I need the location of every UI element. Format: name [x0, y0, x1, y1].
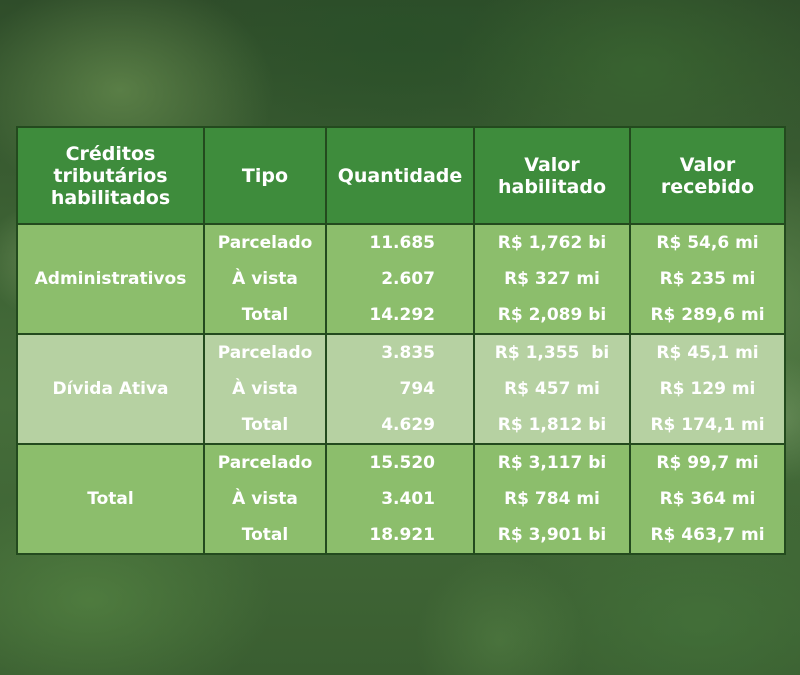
- cell-quantidade: 4.629: [325, 407, 475, 445]
- cell-valor-habilitado: R$ 3,901 bi: [473, 517, 631, 555]
- header-quantidade: Quantidade: [325, 126, 475, 225]
- cell-tipo: Total: [203, 407, 327, 445]
- cell-valor-recebido: R$ 45,1 mi: [629, 333, 786, 371]
- header-row: Créditos tributários habilitados Tipo Qu…: [16, 126, 786, 225]
- table-row: À vista 3.401 R$ 784 mi R$ 364 mi: [17, 481, 786, 517]
- cell-quantidade: 14.292: [325, 297, 475, 335]
- cell-valor-habilitado: R$ 2,089 bi: [473, 297, 631, 335]
- cell-quantidade: 2.607: [325, 261, 475, 297]
- cell-tipo: Parcelado: [203, 333, 327, 371]
- header-valor-habilitado: Valor habilitado: [473, 126, 631, 225]
- table-row: À vista 794 R$ 457 mi R$ 129 mi: [17, 371, 786, 407]
- cell-valor-habilitado: R$ 457 mi: [473, 371, 631, 407]
- cell-tipo: À vista: [203, 481, 327, 517]
- cell-tipo: Total: [203, 297, 327, 335]
- cell-valor-recebido: R$ 174,1 mi: [629, 407, 786, 445]
- cell-valor-habilitado: R$ 3,117 bi: [473, 443, 631, 481]
- cell-valor-recebido: R$ 54,6 mi: [629, 223, 786, 261]
- table-row: Total 18.921 R$ 3,901 bi R$ 463,7 mi: [17, 517, 786, 555]
- header-creditos: Créditos tributários habilitados: [16, 126, 205, 225]
- cell-valor-habilitado: R$ 784 mi: [473, 481, 631, 517]
- header-valor-recebido: Valor recebido: [629, 126, 786, 225]
- cell-quantidade: 11.685: [325, 223, 475, 261]
- cell-valor-recebido: R$ 463,7 mi: [629, 517, 786, 555]
- cell-valor-recebido: R$ 129 mi: [629, 371, 786, 407]
- table-row: À vista 2.607 R$ 327 mi R$ 235 mi: [17, 261, 786, 297]
- cell-quantidade: 15.520: [325, 443, 475, 481]
- cell-valor-habilitado: R$ 327 mi: [473, 261, 631, 297]
- cell-quantidade: 18.921: [325, 517, 475, 555]
- table-row: Total 4.629 R$ 1,812 bi R$ 174,1 mi: [17, 407, 786, 445]
- group-label-divida-ativa: Dívida Ativa: [16, 333, 205, 445]
- cell-valor-recebido: R$ 99,7 mi: [629, 443, 786, 481]
- cell-valor-habilitado: R$ 1,762 bi: [473, 223, 631, 261]
- cell-valor-habilitado: R$ 1,812 bi: [473, 407, 631, 445]
- cell-valor-recebido: R$ 235 mi: [629, 261, 786, 297]
- table-row: Dívida Ativa Parcelado 3.835 R$ 1,355 bi…: [16, 333, 786, 445]
- group-label-total: Total: [16, 443, 205, 555]
- cell-valor-recebido: R$ 364 mi: [629, 481, 786, 517]
- group-label-administrativos: Administrativos: [16, 223, 205, 335]
- table-row: Administrativos Parcelado 11.685 R$ 1,76…: [16, 223, 786, 335]
- cell-valor-recebido: R$ 289,6 mi: [629, 297, 786, 335]
- cell-tipo: À vista: [203, 371, 327, 407]
- header-tipo: Tipo: [203, 126, 327, 225]
- cell-tipo: À vista: [203, 261, 327, 297]
- cell-quantidade: 3.835: [325, 333, 475, 371]
- tax-credits-table: Créditos tributários habilitados Tipo Qu…: [16, 126, 786, 555]
- table-row: Total Parcelado 15.520 R$ 3,117 bi R$ 99…: [16, 443, 786, 555]
- cell-valor-habilitado: R$ 1,355 bi: [473, 333, 631, 371]
- cell-quantidade: 3.401: [325, 481, 475, 517]
- cell-tipo: Parcelado: [203, 443, 327, 481]
- cell-tipo: Parcelado: [203, 223, 327, 261]
- table-row: Total 14.292 R$ 2,089 bi R$ 289,6 mi: [17, 297, 786, 335]
- cell-tipo: Total: [203, 517, 327, 555]
- cell-quantidade: 794: [325, 371, 475, 407]
